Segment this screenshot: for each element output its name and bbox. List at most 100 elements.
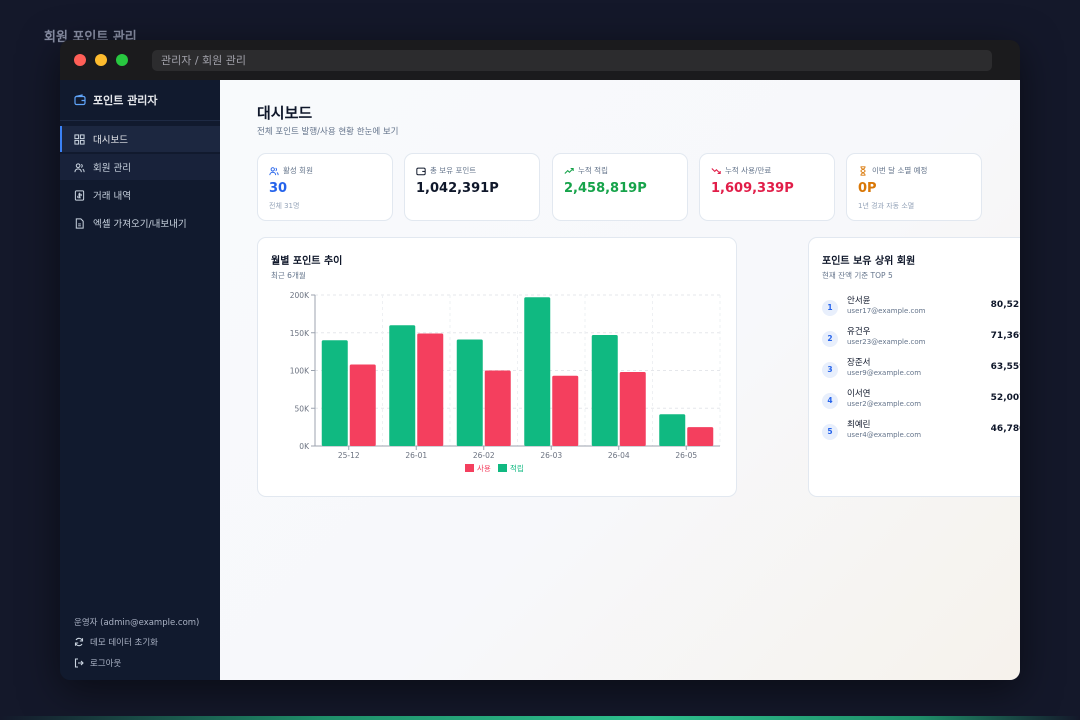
rank-badge: 2: [822, 331, 838, 347]
sidebar: 포인트 관리자 대시보드 회원 관리 거래 내역 엑셀 가져오기/내보내기 운영…: [60, 80, 220, 680]
wallet-icon: [416, 167, 426, 175]
stat-label: 누적 사용/만료: [711, 165, 771, 176]
app-window: 관리자 / 회원 관리 포인트 관리자 대시보드 회원 관리 거래 내역 엑셀 …: [60, 40, 1020, 680]
y-tick-label: 0K: [299, 442, 310, 451]
stat-label-text: 이번 달 소멸 예정: [872, 166, 928, 175]
member-email: user23@example.com: [847, 338, 926, 346]
close-window-button[interactable]: [74, 54, 86, 66]
stat-label-text: 누적 사용/만료: [725, 166, 772, 175]
stat-label: 활성 회원: [269, 165, 313, 176]
list-item[interactable]: 4 이서연 user2@example.com 52,007P: [822, 387, 1020, 413]
legend-label-earned: 적립: [510, 463, 524, 473]
stat-value: 2,458,819P: [564, 181, 647, 196]
member-name: 장준서: [847, 358, 871, 368]
member-name: 유건우: [847, 327, 871, 337]
bar-earned: [456, 339, 483, 446]
member-email: user4@example.com: [847, 431, 922, 439]
reset-demo-button[interactable]: 데모 데이터 초기화: [74, 636, 158, 648]
x-tick-label: 25-12: [338, 451, 360, 460]
chart-title: 월별 포인트 추이: [271, 256, 343, 267]
stat-label: 총 보유 포인트: [416, 165, 476, 176]
users-icon: [269, 166, 279, 175]
logout-label: 로그아웃: [90, 659, 122, 669]
main-content: 대시보드 전체 포인트 발행/사용 현황 한눈에 보기 활성 회원 30 전체 …: [220, 80, 1020, 680]
x-tick-label: 26-01: [405, 451, 427, 460]
sidebar-item-members[interactable]: 회원 관리: [60, 154, 220, 180]
refresh-icon: [74, 637, 84, 647]
x-tick-label: 26-04: [608, 451, 630, 460]
bar-used: [349, 364, 376, 446]
bar-earned: [659, 414, 686, 446]
stat-note: 전체 31명: [269, 202, 300, 210]
stat-label: 누적 적립: [564, 165, 608, 176]
y-tick-label: 200K: [290, 291, 310, 300]
list-item[interactable]: 2 유건우 user23@example.com 71,369P: [822, 325, 1020, 351]
x-tick-label: 26-05: [675, 451, 697, 460]
stat-card-expiring: 이번 달 소멸 예정 0P 1년 경과 자동 소멸: [846, 153, 982, 221]
list-item[interactable]: 3 장준서 user9@example.com 63,559P: [822, 356, 1020, 382]
stat-note: 1년 경과 자동 소멸: [858, 202, 915, 210]
sidebar-divider: [60, 120, 220, 121]
reset-demo-label: 데모 데이터 초기화: [90, 638, 158, 648]
sidebar-item-label: 엑셀 가져오기/내보내기: [93, 219, 187, 230]
ranking-subtitle: 현재 잔액 기준 TOP 5: [822, 271, 893, 280]
chart-subtitle: 최근 6개월: [271, 271, 306, 280]
trend-down-icon: [711, 167, 721, 174]
rank-badge: 3: [822, 362, 838, 378]
sidebar-item-dashboard[interactable]: 대시보드: [60, 126, 220, 152]
member-points: 63,559P: [990, 362, 1020, 372]
member-name: 안서윤: [847, 296, 871, 306]
logout-button[interactable]: 로그아웃: [74, 657, 121, 669]
maximize-window-button[interactable]: [116, 54, 128, 66]
rank-badge: 5: [822, 424, 838, 440]
operator-label: 운영자 (admin@example.com): [74, 616, 199, 628]
dashboard-icon: [74, 133, 85, 145]
file-icon: [75, 217, 84, 229]
monthly-points-chart-card: 월별 포인트 추이 최근 6개월 0K 50K 100K 150K 200K 25-12 2…: [257, 237, 737, 497]
stat-card-used: 누적 사용/만료 1,609,339P: [699, 153, 835, 221]
bar-earned: [321, 340, 348, 446]
hourglass-icon: [860, 165, 866, 176]
bar-earned: [389, 325, 416, 446]
member-email: user9@example.com: [847, 369, 922, 377]
list-item[interactable]: 1 안서윤 user17@example.com 80,521P: [822, 294, 1020, 320]
bar-used: [552, 375, 579, 446]
member-points: 71,369P: [990, 331, 1020, 341]
y-tick-label: 50K: [295, 404, 311, 413]
bar-earned: [524, 297, 551, 446]
sidebar-item-label: 회원 관리: [93, 163, 131, 174]
top-members-card: 포인트 보유 상위 회원 현재 잔액 기준 TOP 5 1 안서윤 user17…: [808, 237, 1020, 497]
y-tick-label: 150K: [290, 329, 310, 338]
x-tick-label: 26-02: [473, 451, 495, 460]
page-subtitle: 전체 포인트 발행/사용 현황 한눈에 보기: [257, 127, 399, 137]
list-item[interactable]: 5 최예린 user4@example.com 46,780P: [822, 418, 1020, 444]
stat-card-active-members: 활성 회원 30 전체 31명: [257, 153, 393, 221]
legend-label-used: 사용: [477, 464, 491, 473]
brand: 포인트 관리자: [74, 92, 158, 108]
stat-label: 이번 달 소멸 예정: [858, 165, 927, 176]
address-bar[interactable]: 관리자 / 회원 관리: [152, 50, 992, 71]
bar-used: [619, 372, 646, 446]
ranking-title: 포인트 보유 상위 회원: [822, 256, 916, 267]
stat-card-total-points: 총 보유 포인트 1,042,391P: [404, 153, 540, 221]
bar-earned: [591, 335, 618, 446]
receipt-icon: [74, 189, 85, 201]
rank-badge: 4: [822, 393, 838, 409]
legend-swatch-used: [465, 464, 474, 472]
sidebar-item-excel[interactable]: 엑셀 가져오기/내보내기: [60, 210, 220, 236]
stat-label-text: 활성 회원: [283, 166, 313, 175]
wallet-icon: [74, 94, 86, 106]
member-points: 80,521P: [990, 300, 1020, 310]
y-tick-label: 100K: [290, 367, 310, 376]
sidebar-item-transactions[interactable]: 거래 내역: [60, 182, 220, 208]
member-name: 이서연: [847, 389, 871, 399]
monthly-points-chart: 0K 50K 100K 150K 200K 25-12 26-01 26-02 26-03 26-…: [290, 291, 721, 473]
stat-value: 1,042,391P: [416, 181, 499, 196]
member-points: 46,780P: [990, 424, 1020, 434]
minimize-window-button[interactable]: [95, 54, 107, 66]
bar-used: [484, 370, 511, 446]
stat-value: 0P: [858, 181, 877, 196]
logout-icon: [74, 658, 84, 668]
member-points: 52,007P: [990, 393, 1020, 403]
member-email: user17@example.com: [847, 307, 926, 315]
